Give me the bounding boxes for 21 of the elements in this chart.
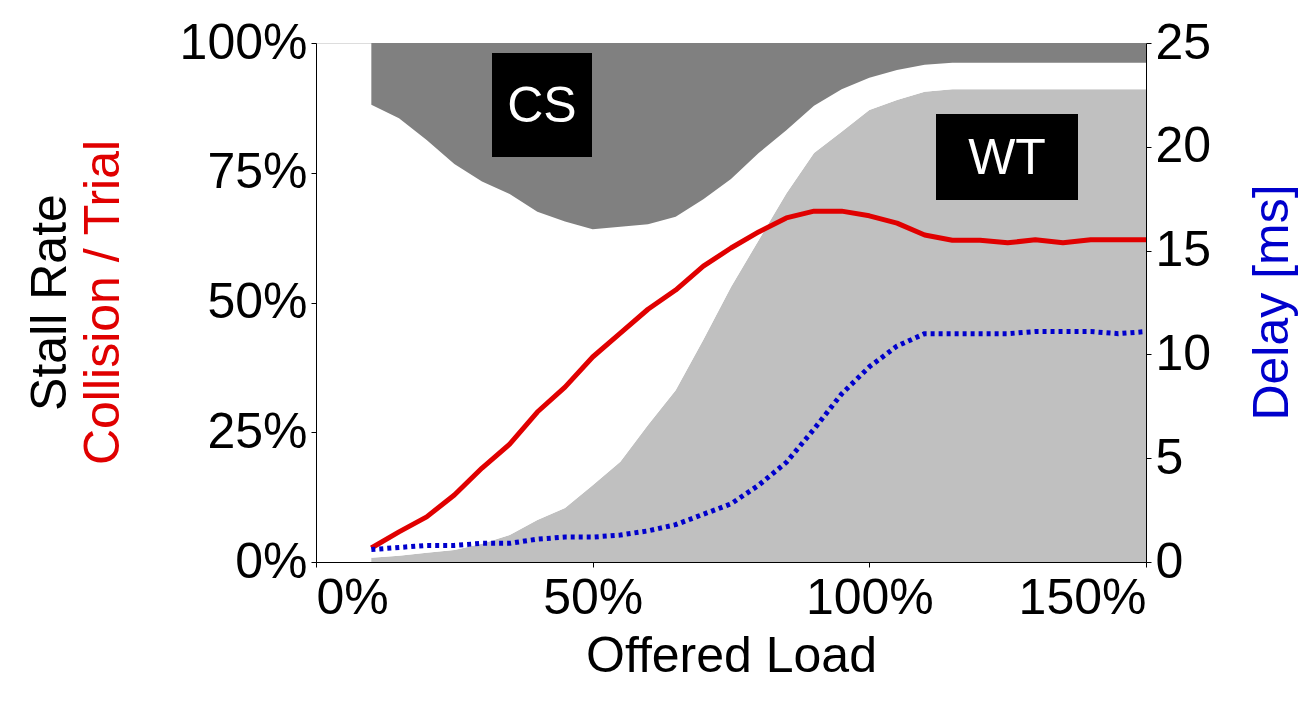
annotation: WT [968, 129, 1046, 185]
y2-tick-label: 5 [1155, 428, 1184, 485]
y-axis-title: Stall Rate [21, 194, 77, 411]
y2-tick-label: 15 [1155, 221, 1212, 278]
y2-tick-label: 10 [1155, 324, 1212, 381]
y-tick-label: 75% [207, 143, 308, 200]
y2-tick-label: 20 [1155, 117, 1212, 174]
x-axis-title: Offered Load [586, 626, 877, 683]
y2-tick-label: 25 [1155, 13, 1212, 70]
x-tick-label: 100% [805, 568, 934, 625]
y2-axis-title: Delay [ms] [1243, 184, 1299, 421]
x-tick-label: 150% [1018, 568, 1147, 625]
y-tick-label: 25% [207, 402, 308, 459]
annotation: CS [507, 77, 577, 133]
y-tick-label: 100% [179, 13, 308, 70]
y-tick-label: 50% [207, 273, 308, 329]
y-tick-label: 0% [235, 532, 308, 589]
x-tick-label: 50% [543, 568, 644, 625]
x-tick-label: 0% [316, 568, 389, 625]
text: Collision / Trial [74, 139, 130, 466]
y2-tick-label: 0 [1155, 532, 1184, 589]
